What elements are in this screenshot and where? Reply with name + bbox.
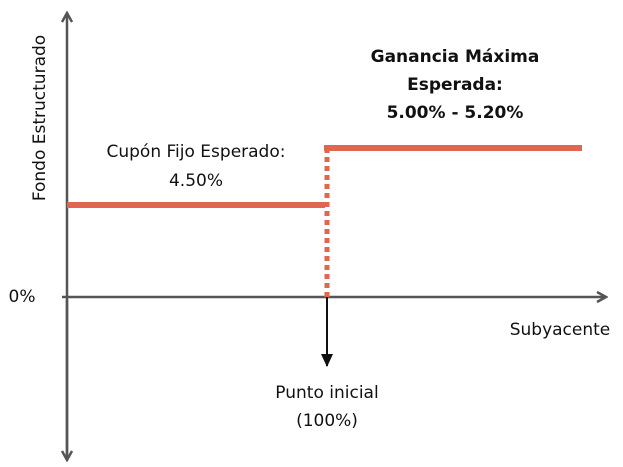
- max-gain-label: Ganancia Máxima: [371, 47, 540, 67]
- origin-label: 0%: [9, 287, 36, 307]
- max-gain-label: Esperada:: [407, 75, 503, 95]
- coupon-label: Cupón Fijo Esperado:: [107, 142, 286, 162]
- x-axis-label: Subyacente: [510, 320, 611, 340]
- y-axis-label: Fondo Estructurado: [30, 35, 50, 201]
- start-label: Punto inicial: [275, 383, 378, 403]
- start-label: (100%): [296, 411, 358, 431]
- coupon-value: 4.50%: [169, 171, 223, 191]
- max-gain-value: 5.00% - 5.20%: [387, 103, 524, 123]
